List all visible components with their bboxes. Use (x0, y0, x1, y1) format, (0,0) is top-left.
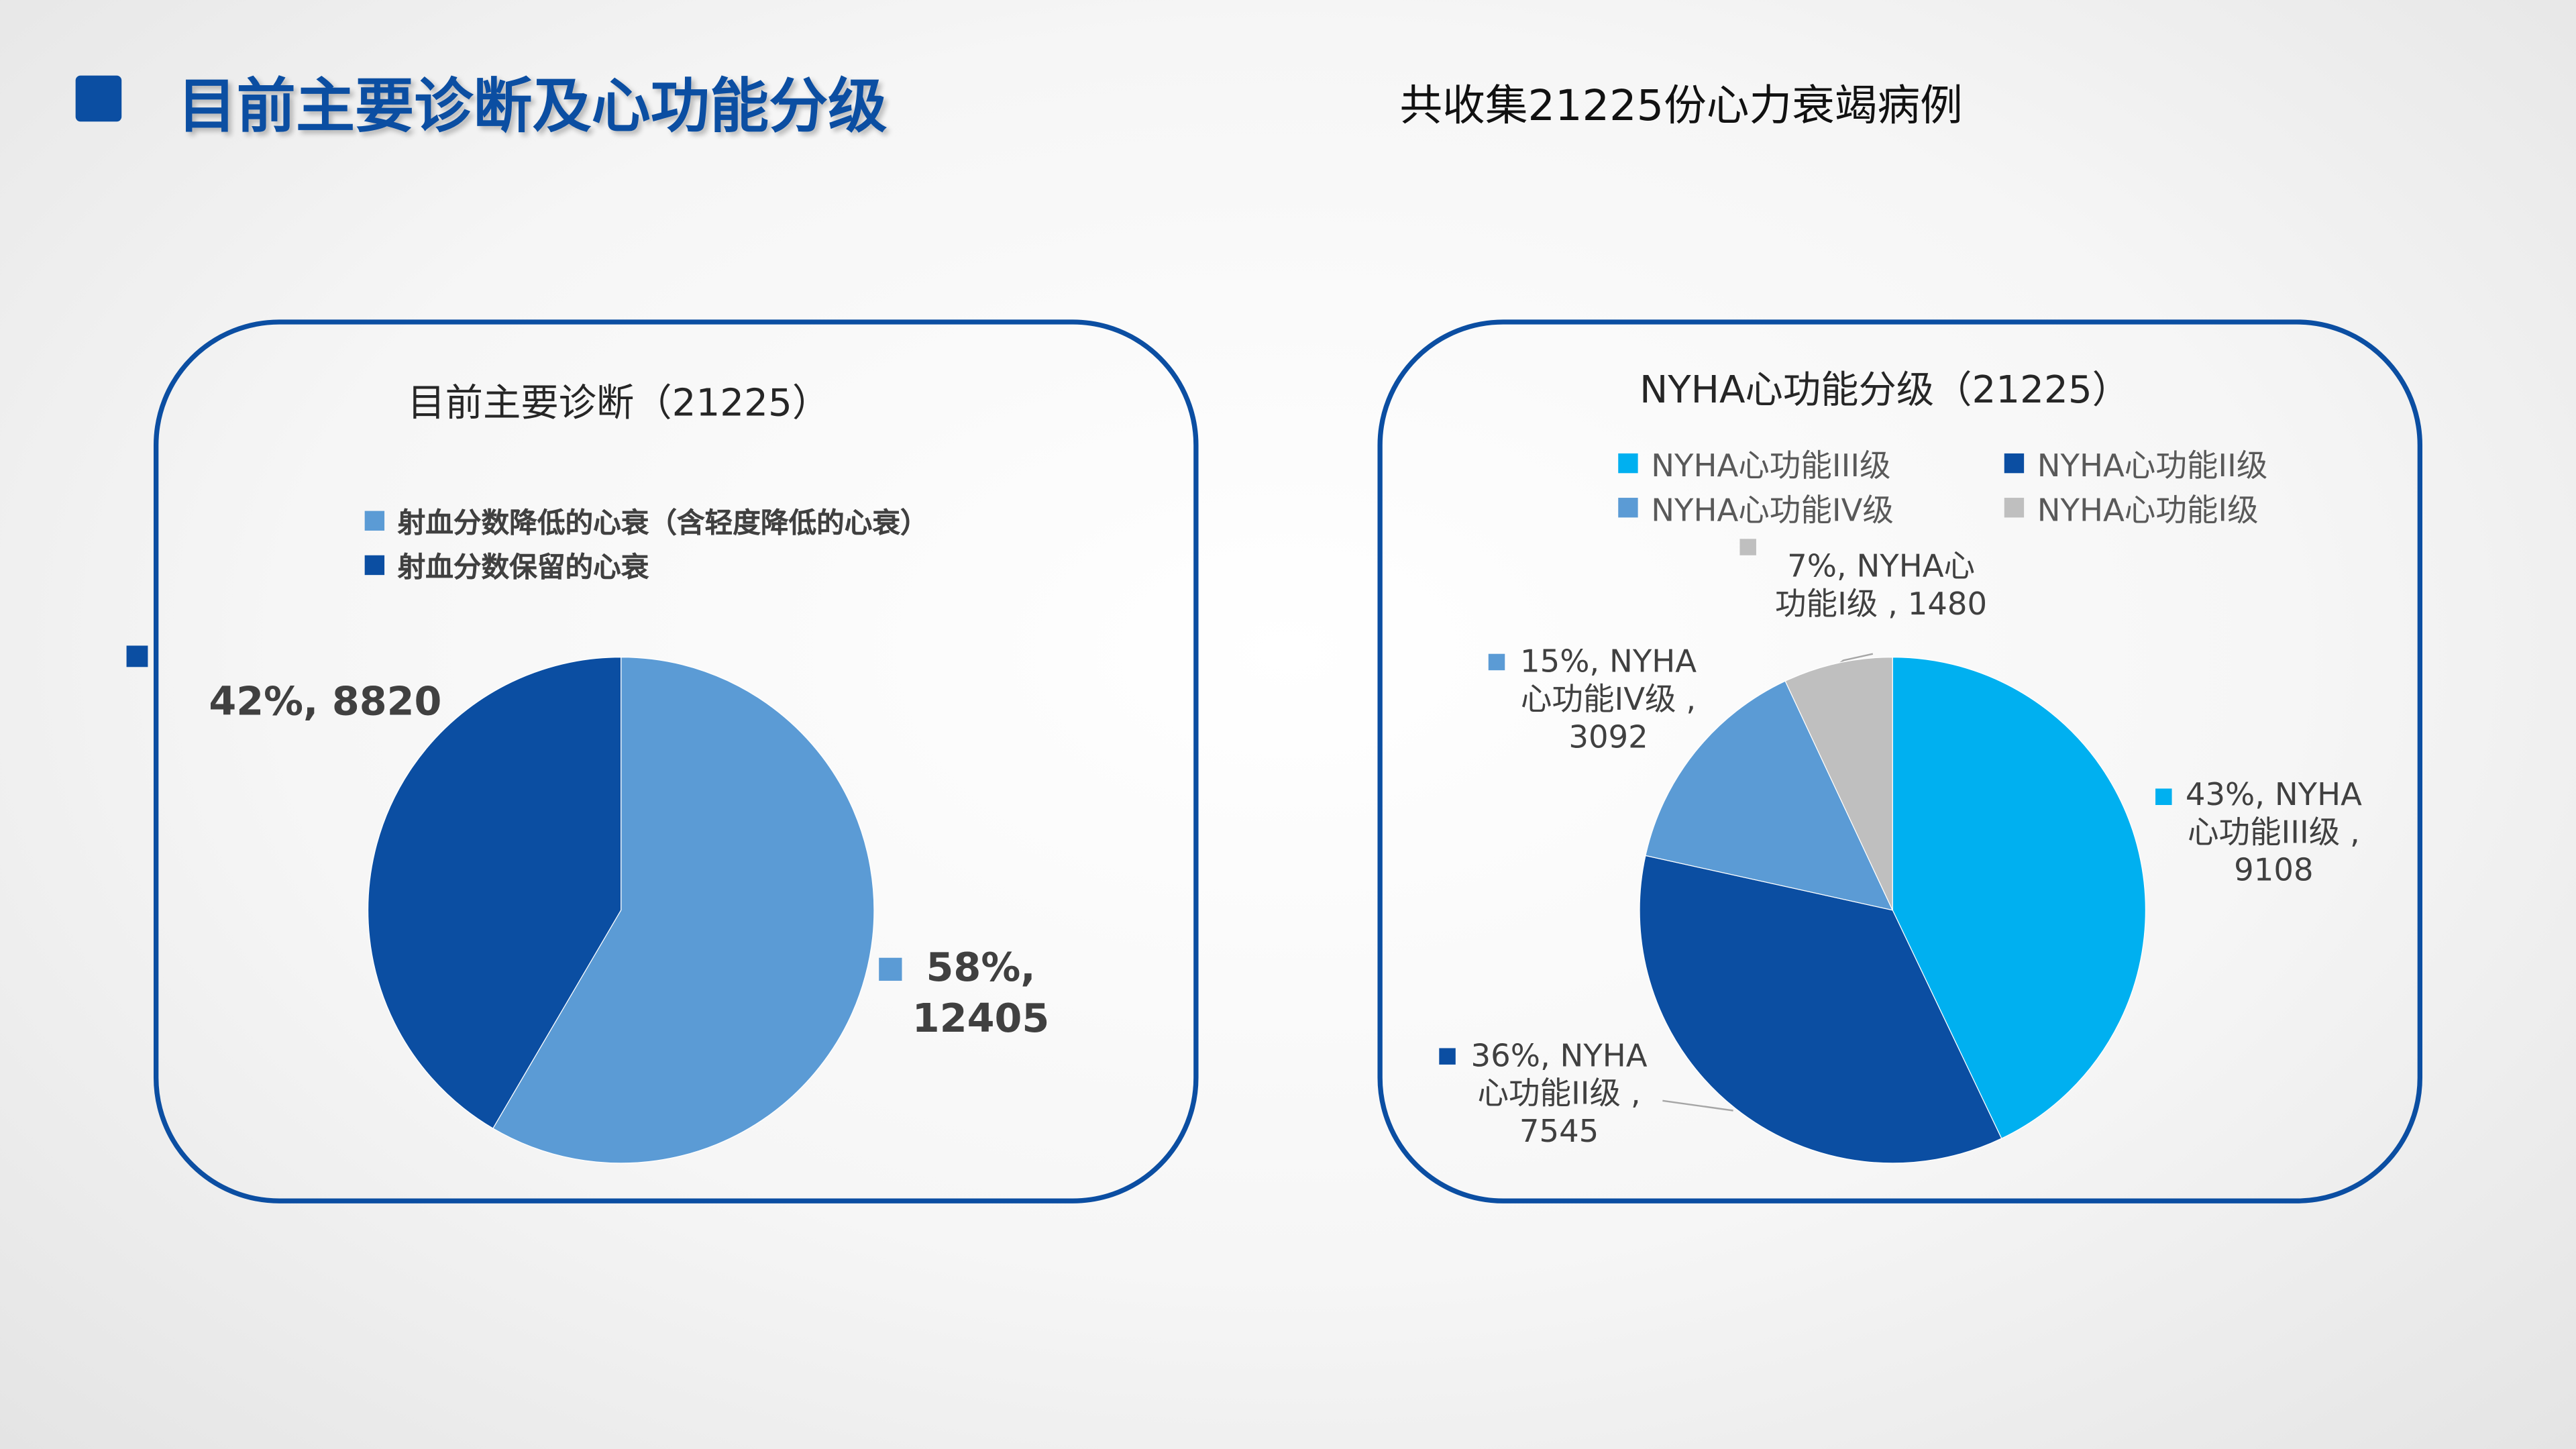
chart-frame (153, 319, 1199, 1203)
chart-title: NYHA心功能分级（21225） (1640, 370, 2130, 413)
data-label: 42%, 8820 (209, 678, 442, 725)
pie-slice (1645, 680, 1894, 911)
legend-label: NYHA心功能III级 (1651, 448, 1891, 485)
legend-swatch (2004, 498, 2025, 518)
legend-label: 射血分数保留的心衰 (397, 551, 649, 585)
data-label: 7%, NYHA心 功能I级 , 1480 (1775, 548, 1988, 623)
leader-line (1662, 1099, 1733, 1112)
legend-swatch (1618, 453, 1638, 474)
legend-label: NYHA心功能I级 (2037, 492, 2259, 529)
subtitle: 共收集21225份心力衰竭病例 (1399, 82, 1963, 131)
data-label: 36%, NYHA 心功能II级 , 7545 (1470, 1038, 1648, 1150)
data-label: 15%, NYHA 心功能IV级 , 3092 (1520, 644, 1697, 756)
pie-slice (1892, 656, 2146, 1139)
chart-frame (1377, 319, 2423, 1203)
bullet (126, 645, 148, 667)
slide-title: 目前主要诊断及心功能分级 (177, 74, 888, 142)
legend-swatch (1618, 498, 1638, 518)
legend-label: NYHA心功能IV级 (1651, 492, 1894, 529)
label-marker (2155, 788, 2172, 806)
data-label: 58%, 12405 (912, 945, 1050, 1042)
label-marker (879, 957, 902, 981)
legend-swatch (364, 511, 385, 531)
legend-swatch (2004, 453, 2025, 474)
pie-slice (1639, 855, 2002, 1164)
label-marker (1439, 1048, 1456, 1065)
label-marker (1739, 539, 1756, 555)
pie-slice (492, 656, 875, 1164)
pie-slice (1784, 656, 1893, 910)
title-bullet (75, 75, 122, 122)
pie-slice (367, 656, 622, 1129)
data-label: 43%, NYHA 心功能III级 , 9108 (2185, 777, 2362, 889)
legend-label: 射血分数降低的心衰（含轻度降低的心衰） (397, 507, 928, 541)
chart-title: 目前主要诊断（21225） (407, 382, 830, 426)
legend-swatch (364, 555, 385, 576)
legend-label: NYHA心功能II级 (2037, 448, 2268, 485)
label-marker (1488, 653, 1505, 671)
